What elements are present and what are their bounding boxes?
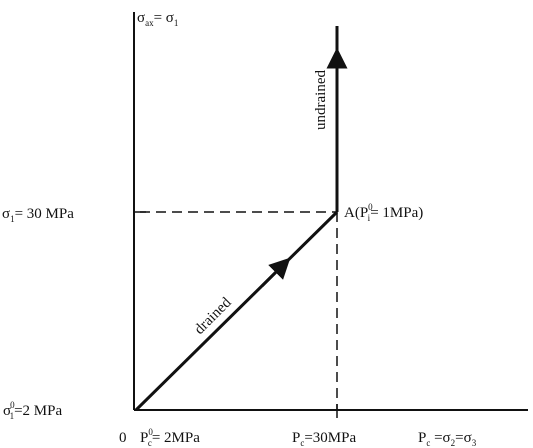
undrained-label: undrained xyxy=(313,70,329,130)
y-tick-label-sigma1-0: σ0 1=2 MPa xyxy=(3,400,62,421)
drained-arrow xyxy=(260,257,291,288)
x-axis-label: Pc =σ2=σ3 xyxy=(418,430,477,448)
point-a-label: A(P0 i= 1MPa) xyxy=(344,202,423,223)
y-tick-label-sigma1: σ1= 30 MPa xyxy=(2,206,74,224)
drained-label: drained xyxy=(192,294,235,337)
y-axis-label: σax= σ1 xyxy=(137,10,178,28)
x-tick-label-pc: Pc=30MPa xyxy=(292,430,356,448)
x-tick-label-pc0: P0 c= 2MPa xyxy=(140,427,200,448)
origin-label: 0 xyxy=(119,430,127,446)
drained-path xyxy=(134,210,339,412)
